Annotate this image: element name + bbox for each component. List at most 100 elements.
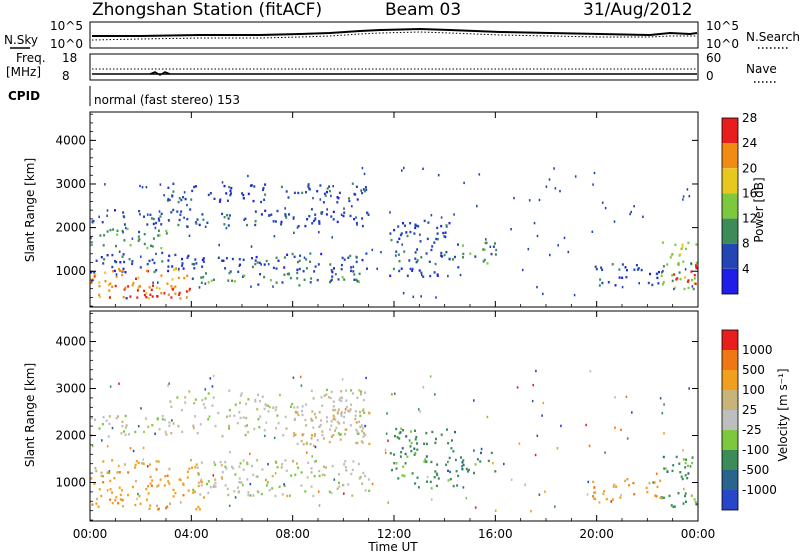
heatmap-cell <box>137 235 140 238</box>
heatmap-cell <box>480 447 483 451</box>
heatmap-cell <box>631 411 633 414</box>
heatmap-cell <box>149 482 152 485</box>
heatmap-cell <box>139 213 141 216</box>
heatmap-cell <box>267 463 269 466</box>
heatmap-cell <box>347 483 350 486</box>
heatmap-cell <box>90 281 93 285</box>
heatmap-cell <box>204 388 207 391</box>
heatmap-cell <box>669 256 672 259</box>
heatmap-cell <box>321 433 324 437</box>
heatmap-cell <box>219 198 222 201</box>
heatmap-cell <box>398 269 401 273</box>
heatmap-cell <box>213 278 215 281</box>
heatmap-cell <box>182 494 185 497</box>
heatmap-cell <box>168 424 171 427</box>
heatmap-cell <box>306 218 309 221</box>
heatmap-cell <box>673 505 676 508</box>
heatmap-cell <box>118 486 121 489</box>
noise-panel-frame <box>89 21 699 49</box>
heatmap-cell <box>237 491 240 494</box>
heatmap-cell <box>312 426 315 429</box>
heatmap-cell <box>137 425 140 428</box>
heatmap-cell <box>124 433 127 436</box>
heatmap-cell <box>336 420 339 424</box>
heatmap-cell <box>103 258 106 261</box>
heatmap-cell <box>670 504 673 507</box>
freq-left-tick-top: 18 <box>62 51 77 65</box>
heatmap-cell <box>156 485 159 488</box>
heatmap-cell <box>448 456 451 460</box>
heatmap-cell <box>145 186 148 189</box>
colorbar-tick-label: 100 <box>742 383 765 397</box>
heatmap-cell <box>185 290 188 293</box>
y-tick-label: 1000 <box>55 264 86 278</box>
heatmap-cell <box>531 399 534 403</box>
heatmap-cell <box>314 433 317 436</box>
nave-right-tick-bottom: 0 <box>706 69 714 83</box>
y-tick-label: 2000 <box>55 221 86 235</box>
heatmap-cell <box>400 267 403 270</box>
colorbar-tick-label: 1000 <box>742 343 773 357</box>
heatmap-cell <box>101 423 104 426</box>
heatmap-cell <box>224 465 227 468</box>
heatmap-cell <box>115 417 118 420</box>
heatmap-cell <box>266 481 269 484</box>
heatmap-cell <box>328 189 331 193</box>
heatmap-cell <box>142 446 145 450</box>
heatmap-cell <box>224 267 227 270</box>
heatmap-cell <box>614 284 617 287</box>
heatmap-cell <box>313 412 316 416</box>
heatmap-cell <box>170 405 173 408</box>
heatmap-cell <box>220 464 223 467</box>
heatmap-cell <box>313 460 316 463</box>
heatmap-cell <box>480 451 482 455</box>
heatmap-cell <box>296 411 299 414</box>
heatmap-cell <box>594 497 597 501</box>
heatmap-cell <box>341 396 343 399</box>
heatmap-cell <box>239 394 242 397</box>
heatmap-cell <box>197 484 200 488</box>
heatmap-cell <box>313 270 316 273</box>
heatmap-cell <box>486 415 489 419</box>
heatmap-cell <box>296 442 299 446</box>
heatmap-cell <box>251 464 253 468</box>
heatmap-cell <box>168 467 171 471</box>
heatmap-cell <box>682 198 684 201</box>
heatmap-cell <box>145 487 148 491</box>
heatmap-cell <box>361 224 364 228</box>
heatmap-cell <box>401 169 403 172</box>
velocity-panel-frame <box>89 310 699 522</box>
heatmap-cell <box>283 256 286 259</box>
heatmap-cell <box>538 493 541 496</box>
heatmap-cell <box>131 284 134 287</box>
heatmap-cell <box>290 474 293 477</box>
heatmap-cell <box>223 216 226 219</box>
heatmap-cell <box>479 460 482 463</box>
heatmap-cell <box>191 277 194 280</box>
heatmap-cell <box>213 197 216 200</box>
heatmap-cell <box>204 282 207 285</box>
heatmap-cell <box>339 396 342 400</box>
heatmap-cell <box>661 283 664 286</box>
heatmap-cell <box>452 484 455 488</box>
colorbar-tick-label: 25 <box>742 403 757 417</box>
heatmap-cell <box>121 420 124 424</box>
heatmap-cell <box>329 428 332 431</box>
heatmap-cell <box>158 287 161 290</box>
heatmap-cell <box>91 277 94 281</box>
heatmap-cell <box>435 484 438 488</box>
heatmap-cell <box>524 483 526 486</box>
heatmap-cell <box>330 279 333 282</box>
heatmap-cell <box>258 261 261 265</box>
heatmap-cell <box>349 408 352 411</box>
heatmap-cell <box>289 276 292 280</box>
freq-panel-frame <box>89 53 699 81</box>
heatmap-cell <box>172 488 175 492</box>
heatmap-cell <box>306 476 309 479</box>
heatmap-cell <box>212 396 215 399</box>
heatmap-cell <box>625 395 628 398</box>
heatmap-cell <box>310 467 313 470</box>
heatmap-cell <box>285 427 288 430</box>
heatmap-cell <box>228 389 231 392</box>
heatmap-cell <box>148 507 151 510</box>
